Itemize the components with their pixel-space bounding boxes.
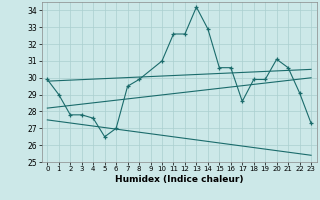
X-axis label: Humidex (Indice chaleur): Humidex (Indice chaleur) bbox=[115, 175, 244, 184]
